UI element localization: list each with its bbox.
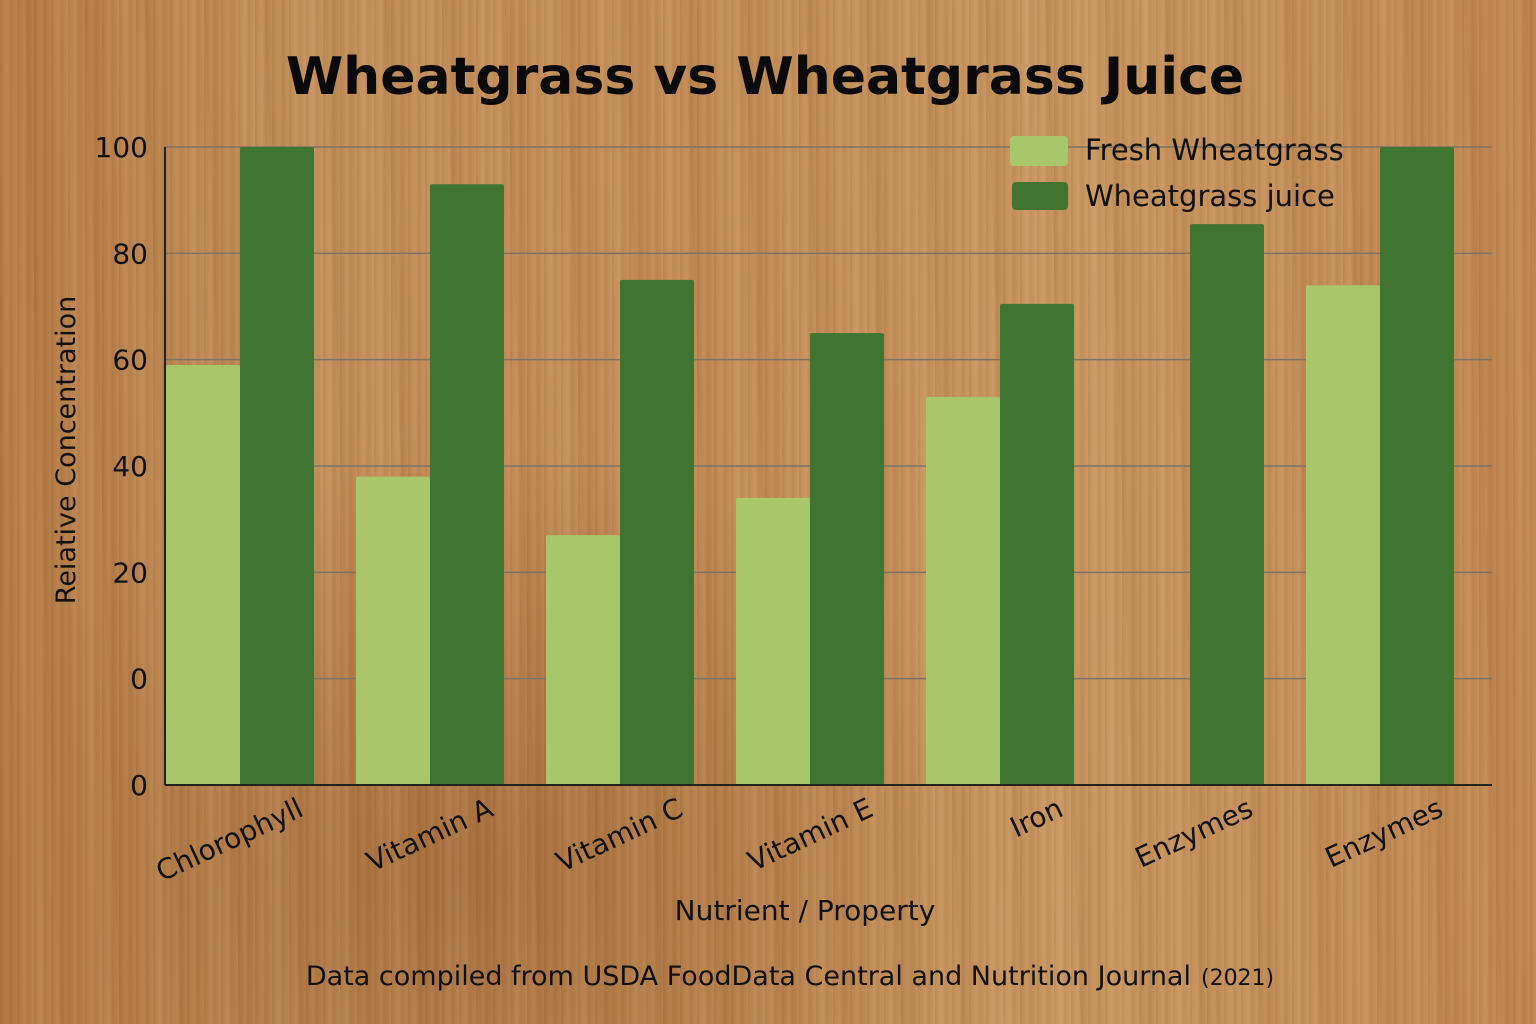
x-tick-label: Enzymes [1320,791,1448,874]
legend-label-juice: Wheatgrass juice [1085,179,1335,213]
bar-fresh-vitamin-a [356,476,430,785]
bar-juice-vitamin-e [810,333,884,785]
x-tick-label: Enzymes [1130,791,1258,874]
y-tick-label: 20 [112,556,148,589]
bar-juice-vitamin-a [430,184,504,785]
y-tick-label: 100 [95,131,148,164]
bar-juice-enzymes [1190,224,1264,785]
bars [166,147,1454,785]
bar-juice-vitamin-c [620,279,694,785]
y-tick-label: 40 [112,450,148,483]
bar-fresh-enzymes [1306,285,1380,785]
x-tick-label: Vitamin E [743,791,878,877]
bar-fresh-chlorophyll [166,364,240,785]
bar-fresh-vitamin-e [736,497,810,785]
legend-swatch-fresh [1010,136,1068,166]
bar-fresh-vitamin-c [546,535,620,785]
legend-swatch-juice [1012,182,1068,210]
legend: Fresh Wheatgrass Wheatgrass juice [1010,133,1344,213]
x-tick-label: Vitamin A [361,791,498,878]
footnote-text: Data compiled from USDA FoodData Central… [306,961,1191,992]
y-tick-label: 0 [130,663,148,696]
x-tick-label: Vitamin C [551,791,688,878]
footnote-year: (2021) [1201,966,1274,991]
x-tick-labels: Chlorophyll Vitamin A Vitamin C Vitamin E Ir… [151,791,1448,888]
y-tick-labels: 100 80 60 40 20 0 0 [95,131,148,802]
bar-juice-chlorophyll [240,147,314,785]
legend-label-fresh: Fresh Wheatgrass [1085,133,1344,167]
chart-title: Wheatgrass vs Wheatgrass Juice [286,47,1244,107]
bar-juice-iron [1000,303,1074,785]
y-tick-label: 0 [130,769,148,802]
bar-juice-enzymes [1380,147,1454,785]
y-tick-label: 60 [112,344,148,377]
y-axis-label: Reiative Concentration [51,296,82,604]
x-axis-label: Nutrient / Property [675,894,936,927]
y-tick-label: 80 [112,237,148,270]
x-tick-label: Chlorophyll [151,791,308,888]
x-tick-label: Iron [1005,791,1068,844]
bar-fresh-iron [926,396,1000,785]
footnote: Data compiled from USDA FoodData Central… [306,961,1274,992]
